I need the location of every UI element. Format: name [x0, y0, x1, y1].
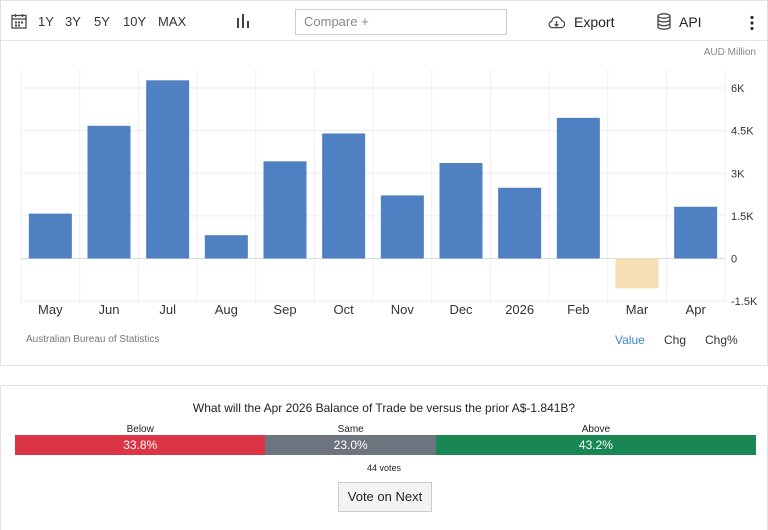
- x-tick-label: Apr: [686, 302, 707, 317]
- x-tick-label: Mar: [626, 302, 649, 317]
- mode-chg[interactable]: Chg: [664, 333, 687, 347]
- x-tick-label: Aug: [215, 302, 238, 317]
- unit-label: AUD Million: [703, 47, 756, 58]
- more-options-icon[interactable]: [749, 15, 755, 31]
- database-icon[interactable]: [657, 13, 671, 30]
- mode-chg-pct[interactable]: Chg%: [705, 333, 738, 347]
- bar-chart: -1.5K 0 1.5K 3K 4.5K 6K May Jun Jul Aug Sep Oct Nov D…: [20, 69, 758, 317]
- chart-panel: 1Y 3Y 5Y 10Y MAX Compare + Export API AU…: [0, 0, 768, 366]
- bar[interactable]: [439, 163, 483, 259]
- y-tick-label: 6K: [731, 83, 745, 95]
- bar[interactable]: [556, 117, 600, 259]
- api-button[interactable]: API: [679, 14, 702, 30]
- bar[interactable]: [263, 161, 307, 259]
- cloud-download-icon[interactable]: [547, 15, 566, 29]
- x-tick-label: Jun: [99, 302, 120, 317]
- x-tick-label: Feb: [567, 302, 589, 317]
- vote-count: 44 votes: [366, 463, 402, 473]
- poll-option-above[interactable]: 43.2%: [435, 435, 756, 455]
- y-tick-label: 3K: [731, 168, 745, 180]
- poll-option-below[interactable]: 33.8%: [15, 435, 266, 455]
- chart-toolbar: 1Y 3Y 5Y 10Y MAX Compare + Export API: [1, 1, 767, 41]
- bar[interactable]: [146, 80, 190, 259]
- y-tick-label: 1.5K: [731, 211, 754, 223]
- x-tick-label: Jul: [159, 302, 176, 317]
- range-3y[interactable]: 3Y: [65, 14, 81, 29]
- bar[interactable]: [615, 258, 659, 289]
- y-tick-label: -1.5K: [731, 296, 758, 308]
- x-tick-label: Nov: [391, 302, 415, 317]
- poll-option-same[interactable]: 23.0%: [265, 435, 436, 455]
- source-label: Australian Bureau of Statistics: [26, 334, 160, 345]
- bar[interactable]: [28, 213, 72, 259]
- poll-option-label: Above: [581, 424, 611, 435]
- x-tick-label: Sep: [273, 302, 296, 317]
- bar[interactable]: [674, 206, 718, 259]
- x-tick-label: Dec: [449, 302, 473, 317]
- bar[interactable]: [204, 235, 248, 259]
- export-button[interactable]: Export: [574, 14, 615, 30]
- y-tick-label: 0: [731, 254, 737, 266]
- compare-input[interactable]: Compare +: [295, 9, 507, 35]
- range-max[interactable]: MAX: [158, 14, 187, 29]
- bar[interactable]: [87, 125, 131, 259]
- y-tick-label: 4.5K: [731, 126, 754, 138]
- range-1y[interactable]: 1Y: [38, 14, 54, 29]
- bar[interactable]: [380, 195, 424, 259]
- poll-option-label: Below: [126, 424, 154, 435]
- bar[interactable]: [498, 187, 542, 259]
- x-tick-label: Oct: [334, 302, 355, 317]
- poll-question: What will the Apr 2026 Balance of Trade …: [192, 401, 576, 415]
- x-tick-label: May: [38, 302, 63, 317]
- range-5y[interactable]: 5Y: [94, 14, 110, 29]
- x-tick-label: 2026: [505, 302, 534, 317]
- chart-type-icon[interactable]: [236, 14, 250, 28]
- bar[interactable]: [322, 133, 366, 259]
- mode-value[interactable]: Value: [615, 333, 645, 347]
- poll-panel: What will the Apr 2026 Balance of Trade …: [0, 385, 768, 530]
- calendar-icon[interactable]: [11, 13, 27, 29]
- range-10y[interactable]: 10Y: [123, 14, 147, 29]
- poll-option-label: Same: [337, 424, 364, 435]
- vote-on-next-button[interactable]: Vote on Next: [338, 482, 432, 512]
